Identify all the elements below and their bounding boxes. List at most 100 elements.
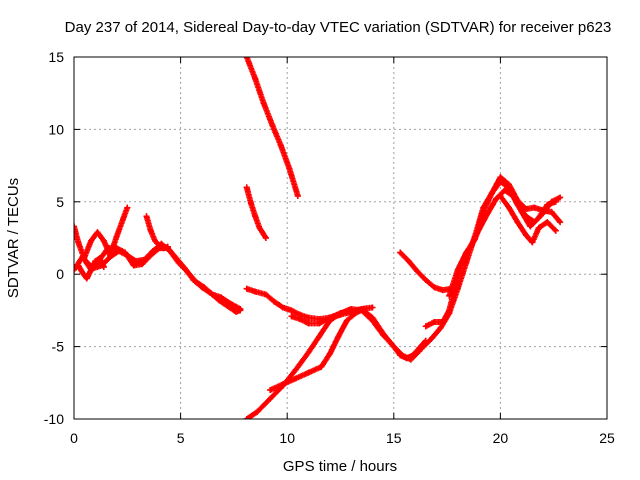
y-tick-label: -5 (52, 339, 65, 355)
data-point (190, 276, 197, 283)
data-point (247, 200, 254, 207)
x-tick-label: 5 (177, 430, 185, 446)
data-point (130, 262, 137, 269)
data-point (198, 284, 205, 291)
data-point (79, 269, 86, 276)
grid-layer (74, 57, 607, 419)
data-point (429, 334, 436, 341)
data-point (81, 253, 88, 260)
data-point (92, 258, 99, 265)
data-point (215, 297, 222, 304)
data-point (252, 75, 259, 82)
series-2 (75, 255, 107, 282)
data-point (454, 266, 461, 273)
data-point (326, 350, 333, 357)
tick-layer: 0 5 10 15 20 25 -10 -5 0 5 10 15 (44, 49, 615, 446)
data-point (96, 255, 103, 262)
data-point (120, 216, 127, 223)
data-point (74, 223, 77, 230)
x-tick-label: 15 (386, 430, 402, 446)
data-point (252, 213, 259, 220)
data-point (147, 252, 154, 259)
data-point (271, 298, 278, 305)
data-point (557, 194, 564, 201)
data-point (237, 307, 244, 314)
data-point (527, 223, 534, 230)
data-point (414, 268, 421, 275)
series-3 (81, 204, 131, 260)
data-point (292, 366, 299, 373)
data-point (522, 232, 529, 239)
data-point (181, 265, 188, 272)
y-tick-label: 15 (48, 49, 64, 65)
data-point (493, 195, 500, 202)
data-point (173, 255, 180, 262)
data-point (335, 333, 342, 340)
data-point (243, 57, 250, 60)
data-point (420, 343, 427, 350)
data-point (233, 308, 240, 315)
data-point (292, 375, 299, 382)
chart-title: Day 237 of 2014, Sidereal Day-to-day VTE… (65, 19, 612, 36)
data-point (252, 288, 259, 295)
data-point (439, 287, 446, 294)
x-axis-title: GPS time / hours (283, 458, 397, 475)
data-point (343, 317, 350, 324)
data-point (279, 304, 286, 311)
data-point (437, 324, 444, 331)
data-point (267, 395, 274, 402)
series-15 (497, 193, 559, 246)
data-point (74, 266, 77, 273)
data-point (75, 262, 82, 269)
data-point (326, 317, 333, 324)
series-10 (267, 305, 367, 394)
data-point (431, 318, 438, 325)
plot-frame (73, 56, 608, 420)
data-point (480, 208, 487, 215)
data-point (277, 142, 284, 149)
y-tick-label: 10 (48, 121, 64, 137)
x-tick-label: 20 (493, 430, 509, 446)
data-point (243, 416, 250, 419)
data-point (471, 236, 478, 243)
data-point (107, 252, 114, 259)
data-point (505, 184, 512, 191)
data-point (316, 333, 323, 340)
x-tick-label: 0 (70, 430, 78, 446)
x-tick-label: 25 (599, 430, 615, 446)
data-point (369, 317, 376, 324)
data-point (514, 201, 521, 208)
data-point (548, 208, 555, 215)
data-point (262, 235, 269, 241)
data-point (113, 233, 120, 240)
data-point (422, 323, 429, 330)
data-point (122, 249, 129, 256)
data-point (267, 387, 274, 394)
y-tick-label: 0 (56, 266, 64, 282)
data-point (431, 284, 438, 291)
data-point (535, 224, 542, 231)
data-point (501, 187, 508, 194)
data-point (360, 305, 367, 312)
series-6 (243, 184, 269, 241)
data-point (522, 213, 529, 220)
series-7 (243, 285, 429, 362)
data-point (337, 310, 344, 317)
data-point (505, 204, 512, 211)
data-point (531, 204, 538, 211)
data-point (143, 213, 150, 220)
data-point (380, 332, 387, 339)
data-point (124, 204, 131, 211)
data-point (390, 343, 397, 350)
data-point (139, 261, 146, 268)
data-point (288, 313, 295, 320)
data-point (531, 219, 538, 226)
data-point (152, 237, 159, 244)
data-point (522, 206, 529, 213)
data-point (529, 239, 536, 246)
data-point (557, 219, 564, 226)
data-point (100, 263, 107, 270)
series-4 (143, 213, 171, 252)
data-point (286, 165, 293, 172)
